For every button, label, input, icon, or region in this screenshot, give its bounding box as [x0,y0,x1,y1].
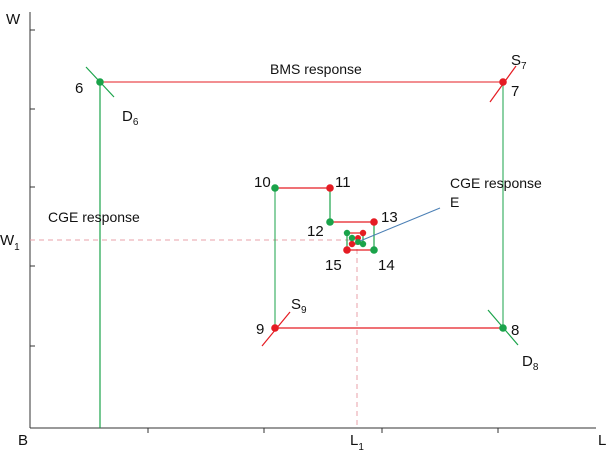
equilibrium-leader-line [359,207,441,242]
point-spiral-1 [343,229,351,237]
w1-label: W1 [0,232,20,253]
point-spiral-2 [359,229,367,237]
point-label-8: 8 [511,322,519,339]
y-axis-ticks [30,29,35,347]
point-spiral-7 [355,239,361,245]
label-d8: D8 [522,353,539,373]
y-axis-label: W [6,11,21,28]
point-11 [326,184,334,192]
l1-label: L1 [350,432,364,453]
cge-response-title-right: CGE response [450,175,542,191]
label-s9: S9 [291,296,307,316]
point-spiral-5 [348,234,356,242]
x-axis-label: L [598,432,606,449]
point-15 [343,246,351,254]
label-s7: S7 [511,52,527,72]
point-spiral-4 [348,240,356,248]
point-6 [96,78,104,86]
point-14 [370,246,378,254]
point-label-11: 11 [335,174,351,191]
point-7 [499,78,507,86]
point-label-15: 15 [325,257,342,274]
point-10 [271,184,279,192]
label-d6: D6 [122,108,139,128]
point-label-6: 6 [75,80,83,97]
origin-label: B [18,432,28,449]
point-label-13: 13 [381,209,398,226]
point-9 [271,324,279,332]
point-spiral-3 [359,240,367,248]
point-label-14: 14 [378,257,395,274]
point-label-7: 7 [511,83,519,100]
point-8 [499,324,507,332]
cge-response-title-left: CGE response [48,209,140,225]
bms-response-title: BMS response [270,61,362,77]
point-13 [370,218,378,226]
equilibrium-label: E [450,194,459,210]
x-axis-ticks [147,428,499,433]
point-12 [326,218,334,226]
point-label-9: 9 [256,321,264,338]
point-label-10: 10 [254,174,271,191]
point-label-12: 12 [307,223,324,240]
